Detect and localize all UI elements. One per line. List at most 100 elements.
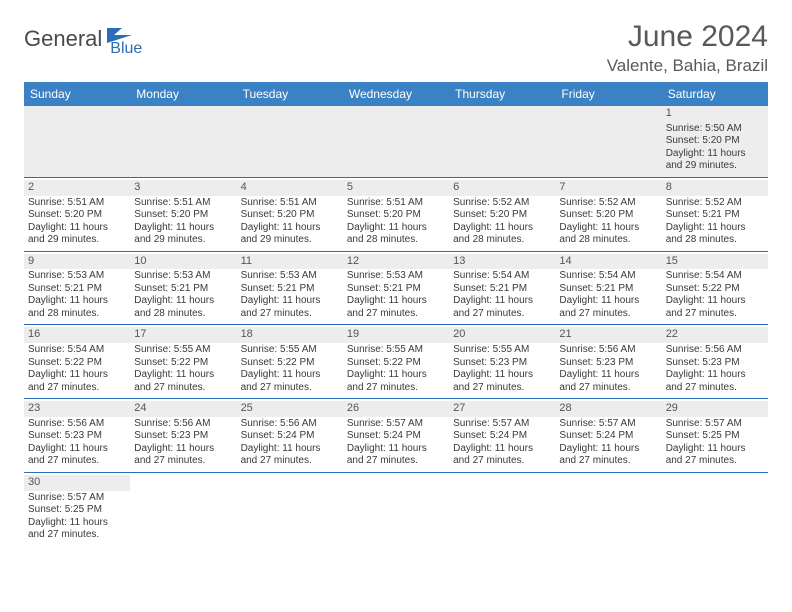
day-number: 29 bbox=[662, 401, 768, 417]
day-sunset: Sunset: 5:23 PM bbox=[559, 357, 657, 370]
calendar-day: 3Sunrise: 5:51 AMSunset: 5:20 PMDaylight… bbox=[130, 178, 236, 252]
day-number: 13 bbox=[449, 254, 555, 270]
day-number: 20 bbox=[449, 327, 555, 343]
weekday-label: Monday bbox=[130, 82, 236, 106]
day-day1: Daylight: 11 hours bbox=[666, 148, 764, 161]
day-day1: Daylight: 11 hours bbox=[241, 295, 339, 308]
day-day1: Daylight: 11 hours bbox=[134, 369, 232, 382]
day-number: 6 bbox=[449, 180, 555, 196]
day-sunset: Sunset: 5:22 PM bbox=[666, 283, 764, 296]
day-sunrise: Sunrise: 5:56 AM bbox=[559, 344, 657, 357]
weekday-label: Friday bbox=[555, 82, 661, 106]
day-sunrise: Sunrise: 5:51 AM bbox=[241, 197, 339, 210]
calendar-day: 30Sunrise: 5:57 AMSunset: 5:25 PMDayligh… bbox=[24, 473, 130, 546]
day-day1: Daylight: 11 hours bbox=[241, 443, 339, 456]
day-day2: and 29 minutes. bbox=[28, 234, 126, 247]
day-day2: and 29 minutes. bbox=[134, 234, 232, 247]
day-day1: Daylight: 11 hours bbox=[28, 295, 126, 308]
calendar-week: 2Sunrise: 5:51 AMSunset: 5:20 PMDaylight… bbox=[24, 178, 768, 252]
day-number: 17 bbox=[130, 327, 236, 343]
day-day1: Daylight: 11 hours bbox=[241, 222, 339, 235]
day-day2: and 28 minutes. bbox=[453, 234, 551, 247]
day-day1: Daylight: 11 hours bbox=[134, 295, 232, 308]
day-sunset: Sunset: 5:21 PM bbox=[559, 283, 657, 296]
day-day2: and 27 minutes. bbox=[134, 382, 232, 395]
day-number: 23 bbox=[24, 401, 130, 417]
calendar: SundayMondayTuesdayWednesdayThursdayFrid… bbox=[24, 82, 768, 546]
day-day1: Daylight: 11 hours bbox=[28, 443, 126, 456]
day-day2: and 27 minutes. bbox=[28, 382, 126, 395]
day-sunrise: Sunrise: 5:56 AM bbox=[666, 344, 764, 357]
day-day1: Daylight: 11 hours bbox=[134, 222, 232, 235]
day-number: 27 bbox=[449, 401, 555, 417]
weekday-label: Sunday bbox=[24, 82, 130, 106]
weekday-label: Thursday bbox=[449, 82, 555, 106]
day-sunrise: Sunrise: 5:56 AM bbox=[241, 418, 339, 431]
day-day2: and 27 minutes. bbox=[559, 455, 657, 468]
calendar-day: 12Sunrise: 5:53 AMSunset: 5:21 PMDayligh… bbox=[343, 252, 449, 326]
day-day2: and 27 minutes. bbox=[666, 455, 764, 468]
day-sunrise: Sunrise: 5:53 AM bbox=[347, 270, 445, 283]
calendar-day: 25Sunrise: 5:56 AMSunset: 5:24 PMDayligh… bbox=[237, 399, 343, 473]
day-sunrise: Sunrise: 5:55 AM bbox=[347, 344, 445, 357]
calendar-week: 30Sunrise: 5:57 AMSunset: 5:25 PMDayligh… bbox=[24, 473, 768, 546]
calendar-day-empty bbox=[343, 473, 449, 546]
calendar-day: 28Sunrise: 5:57 AMSunset: 5:24 PMDayligh… bbox=[555, 399, 661, 473]
day-number: 14 bbox=[555, 254, 661, 270]
day-day1: Daylight: 11 hours bbox=[453, 295, 551, 308]
day-sunrise: Sunrise: 5:52 AM bbox=[559, 197, 657, 210]
day-day2: and 27 minutes. bbox=[559, 308, 657, 321]
day-sunrise: Sunrise: 5:54 AM bbox=[559, 270, 657, 283]
day-day1: Daylight: 11 hours bbox=[28, 222, 126, 235]
day-sunset: Sunset: 5:24 PM bbox=[347, 430, 445, 443]
day-number: 12 bbox=[343, 254, 449, 270]
day-sunset: Sunset: 5:22 PM bbox=[134, 357, 232, 370]
day-sunset: Sunset: 5:24 PM bbox=[241, 430, 339, 443]
calendar-day: 18Sunrise: 5:55 AMSunset: 5:22 PMDayligh… bbox=[237, 325, 343, 399]
day-number: 26 bbox=[343, 401, 449, 417]
day-number: 2 bbox=[24, 180, 130, 196]
day-sunset: Sunset: 5:20 PM bbox=[666, 135, 764, 148]
calendar-day: 24Sunrise: 5:56 AMSunset: 5:23 PMDayligh… bbox=[130, 399, 236, 473]
calendar-day: 7Sunrise: 5:52 AMSunset: 5:20 PMDaylight… bbox=[555, 178, 661, 252]
weekday-label: Wednesday bbox=[343, 82, 449, 106]
title-block: June 2024 Valente, Bahia, Brazil bbox=[607, 20, 768, 76]
day-sunrise: Sunrise: 5:50 AM bbox=[666, 123, 764, 136]
day-sunset: Sunset: 5:21 PM bbox=[134, 283, 232, 296]
day-day1: Daylight: 11 hours bbox=[241, 369, 339, 382]
day-sunset: Sunset: 5:20 PM bbox=[241, 209, 339, 222]
day-day1: Daylight: 11 hours bbox=[347, 222, 445, 235]
day-sunset: Sunset: 5:23 PM bbox=[28, 430, 126, 443]
day-day2: and 27 minutes. bbox=[666, 308, 764, 321]
day-sunrise: Sunrise: 5:55 AM bbox=[453, 344, 551, 357]
day-day1: Daylight: 11 hours bbox=[347, 369, 445, 382]
day-number: 10 bbox=[130, 254, 236, 270]
day-sunrise: Sunrise: 5:54 AM bbox=[28, 344, 126, 357]
day-sunset: Sunset: 5:25 PM bbox=[666, 430, 764, 443]
calendar-day: 14Sunrise: 5:54 AMSunset: 5:21 PMDayligh… bbox=[555, 252, 661, 326]
calendar-day: 2Sunrise: 5:51 AMSunset: 5:20 PMDaylight… bbox=[24, 178, 130, 252]
day-sunset: Sunset: 5:21 PM bbox=[666, 209, 764, 222]
day-day2: and 29 minutes. bbox=[241, 234, 339, 247]
day-sunset: Sunset: 5:22 PM bbox=[241, 357, 339, 370]
calendar-day-empty bbox=[237, 473, 343, 546]
day-sunrise: Sunrise: 5:53 AM bbox=[241, 270, 339, 283]
day-day2: and 28 minutes. bbox=[28, 308, 126, 321]
day-sunset: Sunset: 5:21 PM bbox=[453, 283, 551, 296]
day-number: 24 bbox=[130, 401, 236, 417]
day-sunrise: Sunrise: 5:51 AM bbox=[28, 197, 126, 210]
calendar-day: 5Sunrise: 5:51 AMSunset: 5:20 PMDaylight… bbox=[343, 178, 449, 252]
day-day2: and 28 minutes. bbox=[559, 234, 657, 247]
day-sunrise: Sunrise: 5:54 AM bbox=[453, 270, 551, 283]
calendar-day: 1Sunrise: 5:50 AMSunset: 5:20 PMDaylight… bbox=[662, 106, 768, 178]
day-sunset: Sunset: 5:21 PM bbox=[28, 283, 126, 296]
calendar-day: 17Sunrise: 5:55 AMSunset: 5:22 PMDayligh… bbox=[130, 325, 236, 399]
day-number: 15 bbox=[662, 254, 768, 270]
day-day2: and 29 minutes. bbox=[666, 160, 764, 173]
day-number: 5 bbox=[343, 180, 449, 196]
day-sunrise: Sunrise: 5:55 AM bbox=[134, 344, 232, 357]
day-sunrise: Sunrise: 5:51 AM bbox=[134, 197, 232, 210]
calendar-day-empty bbox=[24, 106, 130, 178]
calendar-day: 15Sunrise: 5:54 AMSunset: 5:22 PMDayligh… bbox=[662, 252, 768, 326]
day-number: 30 bbox=[24, 475, 130, 491]
